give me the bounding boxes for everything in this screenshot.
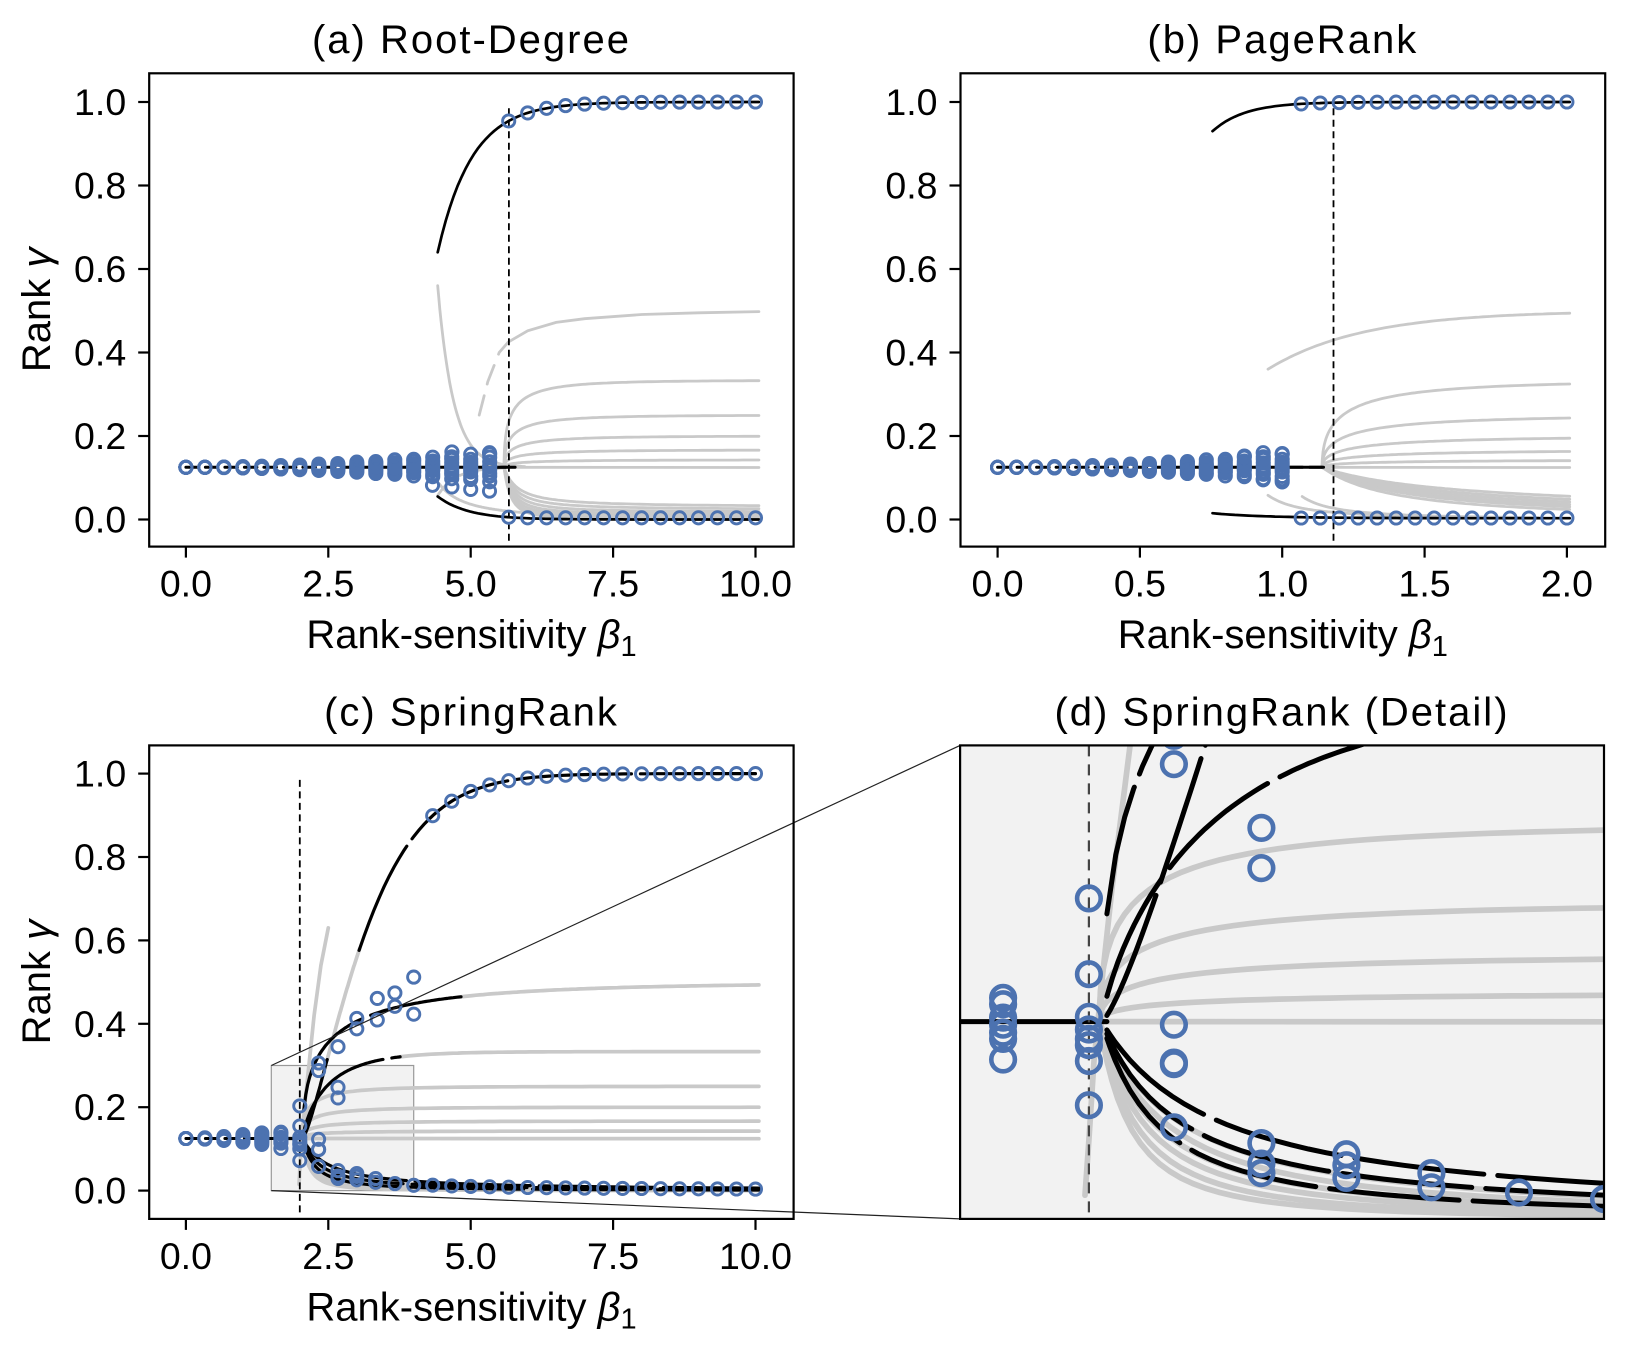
svg-text:0.0: 0.0: [74, 499, 126, 541]
svg-text:0.2: 0.2: [74, 1086, 126, 1128]
svg-text:0.4: 0.4: [74, 1003, 126, 1045]
svg-text:1.0: 1.0: [74, 81, 126, 123]
svg-text:Rank-sensitivity β1: Rank-sensitivity β1: [306, 1285, 636, 1335]
svg-text:1.0: 1.0: [885, 81, 937, 123]
svg-text:1.5: 1.5: [1399, 563, 1451, 605]
svg-text:0.6: 0.6: [74, 248, 126, 290]
svg-text:0.8: 0.8: [885, 165, 937, 207]
svg-text:(c) SpringRank: (c) SpringRank: [324, 691, 619, 735]
svg-text:1.0: 1.0: [1256, 563, 1308, 605]
svg-text:2.5: 2.5: [302, 563, 354, 605]
svg-text:2.5: 2.5: [302, 1235, 354, 1277]
svg-text:(d) SpringRank (Detail): (d) SpringRank (Detail): [1054, 691, 1509, 735]
svg-text:0.0: 0.0: [885, 499, 937, 541]
svg-text:(a) Root-Degree: (a) Root-Degree: [312, 18, 631, 62]
svg-text:0.6: 0.6: [74, 919, 126, 961]
svg-text:0.0: 0.0: [160, 563, 212, 605]
svg-text:5.0: 5.0: [445, 1235, 497, 1277]
svg-text:Rank γ: Rank γ: [15, 918, 59, 1045]
svg-text:0.2: 0.2: [74, 415, 126, 457]
svg-text:10.0: 10.0: [719, 1235, 792, 1277]
svg-text:10.0: 10.0: [719, 563, 792, 605]
svg-text:Rank-sensitivity β1: Rank-sensitivity β1: [306, 613, 636, 663]
svg-text:7.5: 7.5: [587, 563, 639, 605]
svg-text:0.0: 0.0: [972, 563, 1024, 605]
svg-text:0.2: 0.2: [885, 415, 937, 457]
svg-text:5.0: 5.0: [445, 563, 497, 605]
svg-text:7.5: 7.5: [587, 1235, 639, 1277]
svg-text:1.0: 1.0: [74, 753, 126, 795]
svg-text:0.6: 0.6: [885, 248, 937, 290]
svg-text:Rank γ: Rank γ: [15, 246, 59, 373]
svg-text:0.5: 0.5: [1114, 563, 1166, 605]
svg-text:2.0: 2.0: [1541, 563, 1593, 605]
svg-text:0.8: 0.8: [74, 165, 126, 207]
svg-text:0.0: 0.0: [74, 1170, 126, 1212]
svg-text:0.0: 0.0: [160, 1235, 212, 1277]
svg-text:(b) PageRank: (b) PageRank: [1147, 18, 1418, 62]
svg-text:0.8: 0.8: [74, 836, 126, 878]
svg-text:0.4: 0.4: [885, 332, 937, 374]
svg-text:Rank-sensitivity β1: Rank-sensitivity β1: [1118, 613, 1448, 663]
svg-text:0.4: 0.4: [74, 332, 126, 374]
